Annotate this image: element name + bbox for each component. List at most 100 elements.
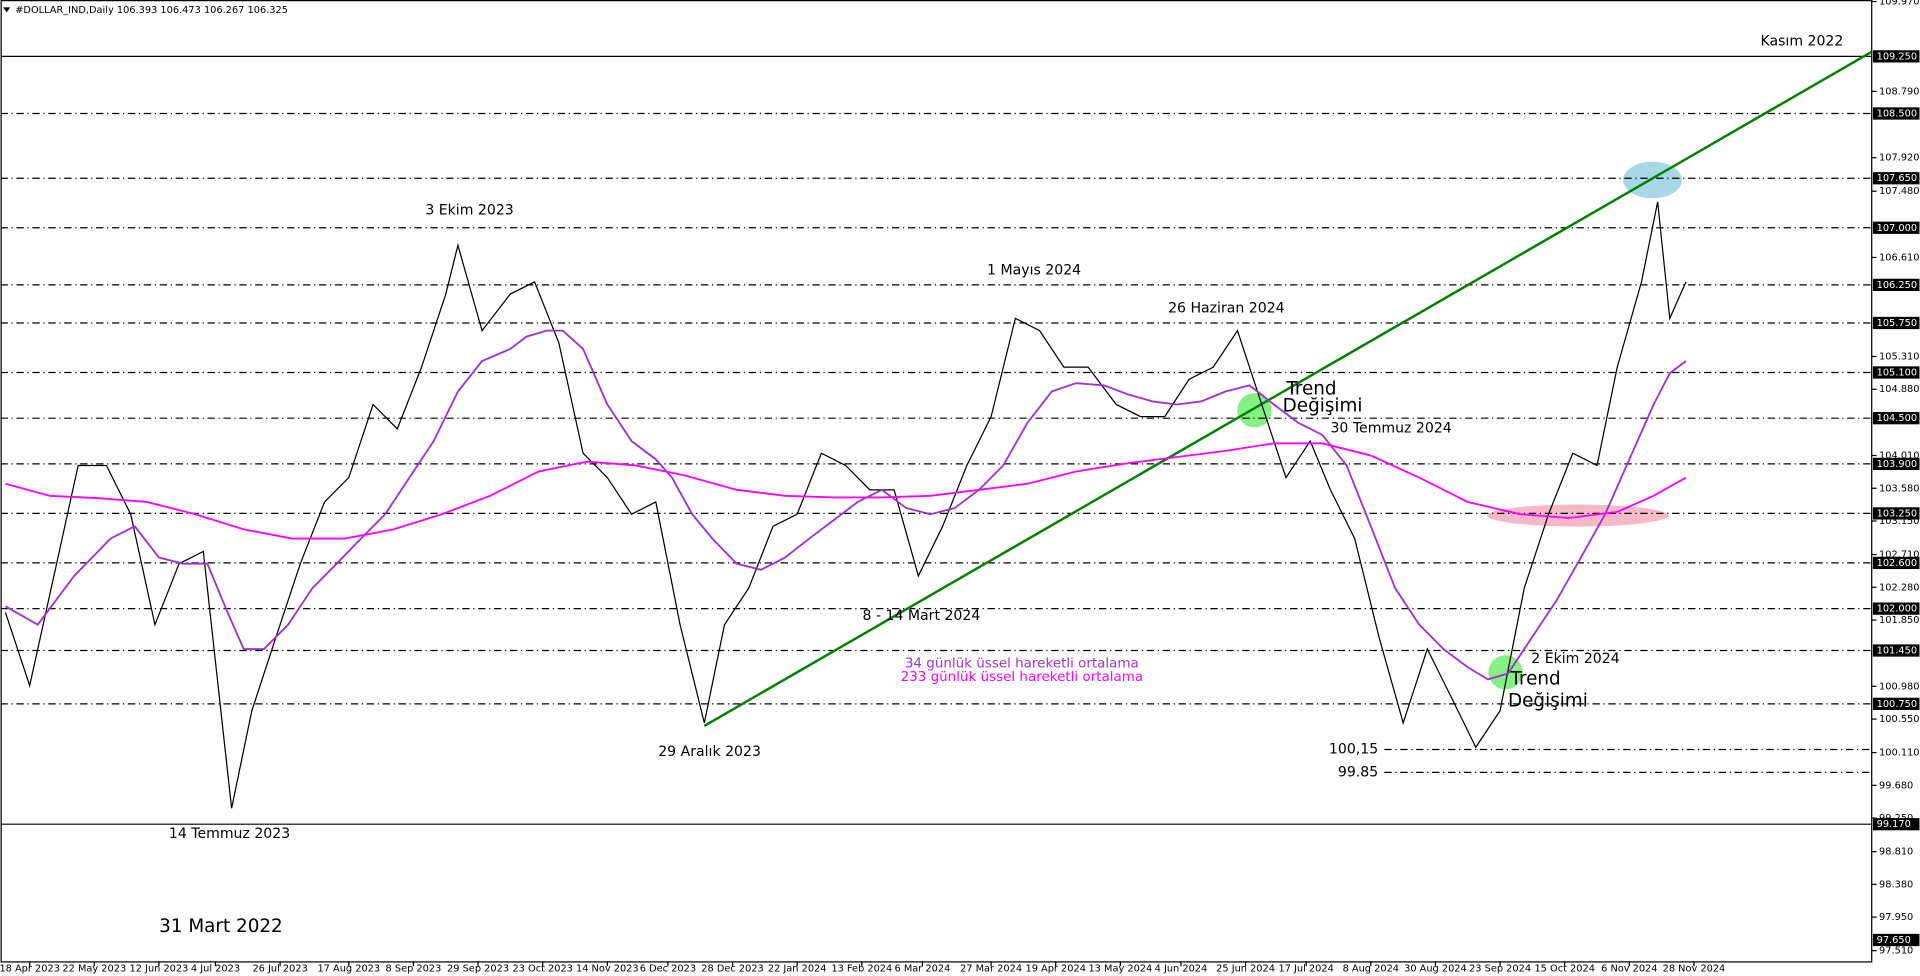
x-tick-label: 28 Dec 2023 (701, 964, 764, 975)
x-tick-label: 6 Dec 2023 (640, 964, 696, 975)
level-label-box (1872, 697, 1920, 710)
y-tick-label: 103.580 (1879, 483, 1919, 494)
level-label-box (1872, 107, 1920, 120)
annotation: 8 - 14 Mart 2024 (863, 608, 981, 624)
level-label-box (1872, 933, 1920, 947)
y-tick-label: 104.880 (1879, 384, 1919, 395)
y-tick-label: 104.010 (1879, 451, 1919, 462)
level-label: 108.500 (1877, 108, 1917, 119)
annotation: 30 Temmuz 2024 (1330, 421, 1451, 437)
x-tick-label: 14 Nov 2023 (576, 964, 639, 975)
level-label-box (1872, 278, 1920, 292)
level-label: 105.750 (1877, 318, 1917, 329)
level-label-box (1872, 221, 1920, 234)
x-tick-label: 13 May 2024 (1088, 964, 1152, 975)
level-label-box (1872, 602, 1920, 615)
y-tick-label: 99.680 (1879, 780, 1913, 791)
x-tick-label: 25 Jun 2024 (1216, 964, 1275, 975)
y-tick-label: 98.810 (1879, 847, 1913, 858)
annotation: 1 Mayıs 2024 (987, 263, 1081, 279)
x-tick-label: 26 Jul 2023 (252, 964, 307, 975)
legend-entry: 34 günlük üssel hareketli ortalama (905, 656, 1139, 672)
y-tick-label: 100.550 (1879, 714, 1919, 725)
level-label: 107.650 (1877, 173, 1917, 184)
level-label: 99.170 (1877, 819, 1911, 830)
annotation: 26 Haziran 2024 (1168, 301, 1285, 317)
x-tick-label: 8 Sep 2023 (386, 964, 442, 975)
x-tick-label: 12 Jun 2023 (130, 964, 189, 975)
y-tick-label: 108.790 (1879, 86, 1919, 97)
x-tick-label: 4 Jul 2023 (191, 964, 240, 975)
x-tick-label: 30 Aug 2024 (1404, 964, 1467, 975)
level-label-box (1872, 50, 1920, 63)
level-label: 106.250 (1877, 280, 1917, 291)
y-tick-label: 109.970 (1879, 0, 1919, 8)
annotation: 31 Mart 2022 (159, 916, 283, 937)
trendline (703, 50, 1873, 727)
y-tick-label: 101.850 (1879, 615, 1919, 626)
support-label: 99.85 (1338, 764, 1378, 780)
x-tick-label: 28 Nov 2024 (1663, 964, 1726, 975)
annotation: Değişimi (1283, 396, 1363, 417)
x-tick-label: 8 Aug 2024 (1343, 964, 1399, 975)
x-tick-label: 6 Mar 2024 (895, 964, 951, 975)
x-tick-label: 29 Sep 2023 (447, 964, 509, 975)
annotation: Trend (1285, 378, 1336, 399)
y-tick-label: 98.380 (1879, 879, 1913, 890)
annotation: 29 Aralık 2023 (658, 744, 761, 760)
y-tick-label: 97.950 (1879, 912, 1913, 923)
level-label: 107.000 (1877, 223, 1917, 234)
level-label: 102.000 (1877, 604, 1917, 615)
level-label: 97.650 (1877, 935, 1911, 946)
x-tick-label: 6 Nov 2024 (1601, 964, 1657, 975)
y-tick-label: 107.920 (1879, 153, 1919, 164)
y-tick-label: 105.310 (1879, 351, 1919, 362)
x-tick-label: 17 Jul 2024 (1278, 964, 1333, 975)
y-tick-label: 103.150 (1879, 516, 1919, 527)
x-tick-label: 19 Apr 2024 (1025, 964, 1085, 975)
level-label-box (1872, 412, 1920, 425)
level-label-box (1872, 316, 1920, 330)
level-label-box (1872, 818, 1920, 831)
support-label: 100,15 (1329, 742, 1378, 758)
x-tick-label: 4 Jun 2024 (1155, 964, 1208, 975)
x-tick-label: 17 Aug 2023 (317, 964, 380, 975)
annotation: Kasım 2022 (1760, 34, 1843, 50)
level-label: 104.500 (1877, 413, 1917, 424)
x-tick-label: 15 Oct 2024 (1534, 964, 1594, 975)
chart-header: #DOLLAR_IND,Daily 106.393 106.473 106.26… (15, 5, 288, 16)
x-tick-label: 22 May 2023 (62, 964, 126, 975)
level-label: 100.750 (1877, 699, 1917, 710)
y-tick-label: 100.110 (1879, 748, 1919, 759)
plot-frame (0, 0, 1873, 963)
y-tick-label: 107.480 (1879, 186, 1919, 197)
highlight-circle (1237, 393, 1272, 428)
x-tick-label: 13 Feb 2024 (831, 964, 892, 975)
ema-line (4, 329, 1687, 681)
annotation: Değişimi (1508, 691, 1588, 712)
highlight-ellipse (1487, 504, 1669, 527)
x-tick-label: 23 Oct 2023 (512, 964, 572, 975)
y-tick-label: 106.610 (1879, 252, 1919, 263)
menu-arrow (2, 7, 11, 13)
level-label-box (1872, 556, 1920, 570)
y-tick-label: 97.510 (1879, 946, 1913, 957)
level-label-box (1872, 507, 1920, 520)
annotation: Trend (1509, 669, 1560, 690)
y-tick-label: 102.280 (1879, 582, 1919, 593)
y-tick-label: 100.980 (1879, 681, 1919, 692)
x-tick-label: 27 Mar 2024 (960, 964, 1022, 975)
level-label-box (1872, 457, 1920, 471)
level-label-box (1872, 644, 1920, 657)
y-tick-label: 102.710 (1879, 550, 1919, 561)
level-label: 109.250 (1877, 51, 1917, 62)
level-label: 101.450 (1877, 646, 1917, 657)
annotation: 14 Temmuz 2023 (169, 826, 290, 842)
x-tick-label: 22 Jan 2024 (768, 964, 827, 975)
annotation: 2 Ekim 2024 (1531, 651, 1619, 667)
level-label-box (1872, 172, 1920, 185)
x-tick-label: 23 Sep 2024 (1469, 964, 1531, 975)
level-label: 102.600 (1877, 558, 1917, 569)
ema-line (5, 442, 1687, 540)
level-label: 103.250 (1877, 508, 1917, 519)
